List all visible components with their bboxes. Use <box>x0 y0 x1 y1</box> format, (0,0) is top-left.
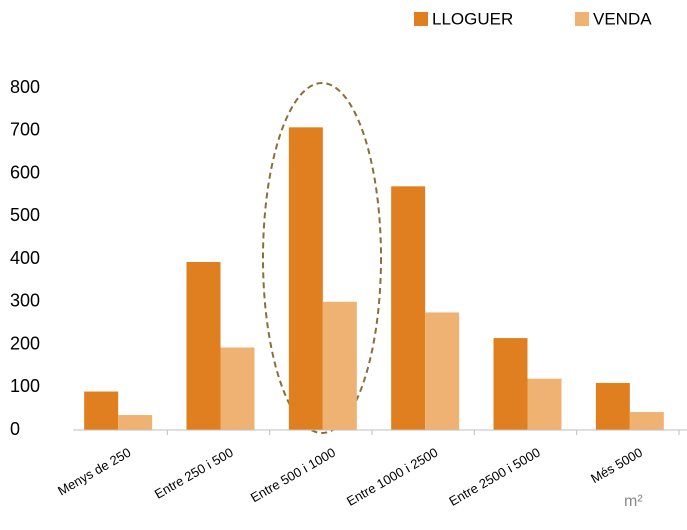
bar <box>322 301 357 430</box>
highlight-ellipse <box>262 82 382 434</box>
y-tick-label: 500 <box>10 205 40 225</box>
x-tick-label: Entre 2500 i 5000 <box>446 445 542 509</box>
y-tick-label: 0 <box>10 419 20 439</box>
bar <box>118 415 153 430</box>
y-tick-label: 600 <box>10 162 40 182</box>
bar <box>493 338 528 430</box>
y-tick-label: 800 <box>10 77 40 97</box>
x-tick-label: Més 5000 <box>588 445 645 487</box>
bar <box>84 391 119 430</box>
bar <box>186 261 221 430</box>
bar <box>220 347 255 430</box>
x-tick-label: Menys de 250 <box>55 445 133 499</box>
y-tick-label: 700 <box>10 120 40 140</box>
y-tick-label: 200 <box>10 333 40 353</box>
legend-swatch <box>575 12 589 26</box>
bar <box>595 382 630 430</box>
x-axis-label: m² <box>624 493 643 510</box>
y-tick-label: 100 <box>10 376 40 396</box>
x-tick-label: Entre 250 i 500 <box>152 445 236 502</box>
y-tick-label: 400 <box>10 248 40 268</box>
bar <box>527 378 562 430</box>
bar <box>425 312 460 430</box>
bar <box>288 127 323 430</box>
y-tick-label: 300 <box>10 291 40 311</box>
x-tick-label: Entre 1000 i 2500 <box>344 445 440 509</box>
legend-label: VENDA <box>593 9 652 28</box>
bar <box>391 186 426 430</box>
x-tick-label: Entre 500 i 1000 <box>248 445 338 506</box>
legend-swatch <box>414 12 428 26</box>
bar <box>629 412 664 430</box>
legend-label: LLOGUER <box>432 9 513 28</box>
